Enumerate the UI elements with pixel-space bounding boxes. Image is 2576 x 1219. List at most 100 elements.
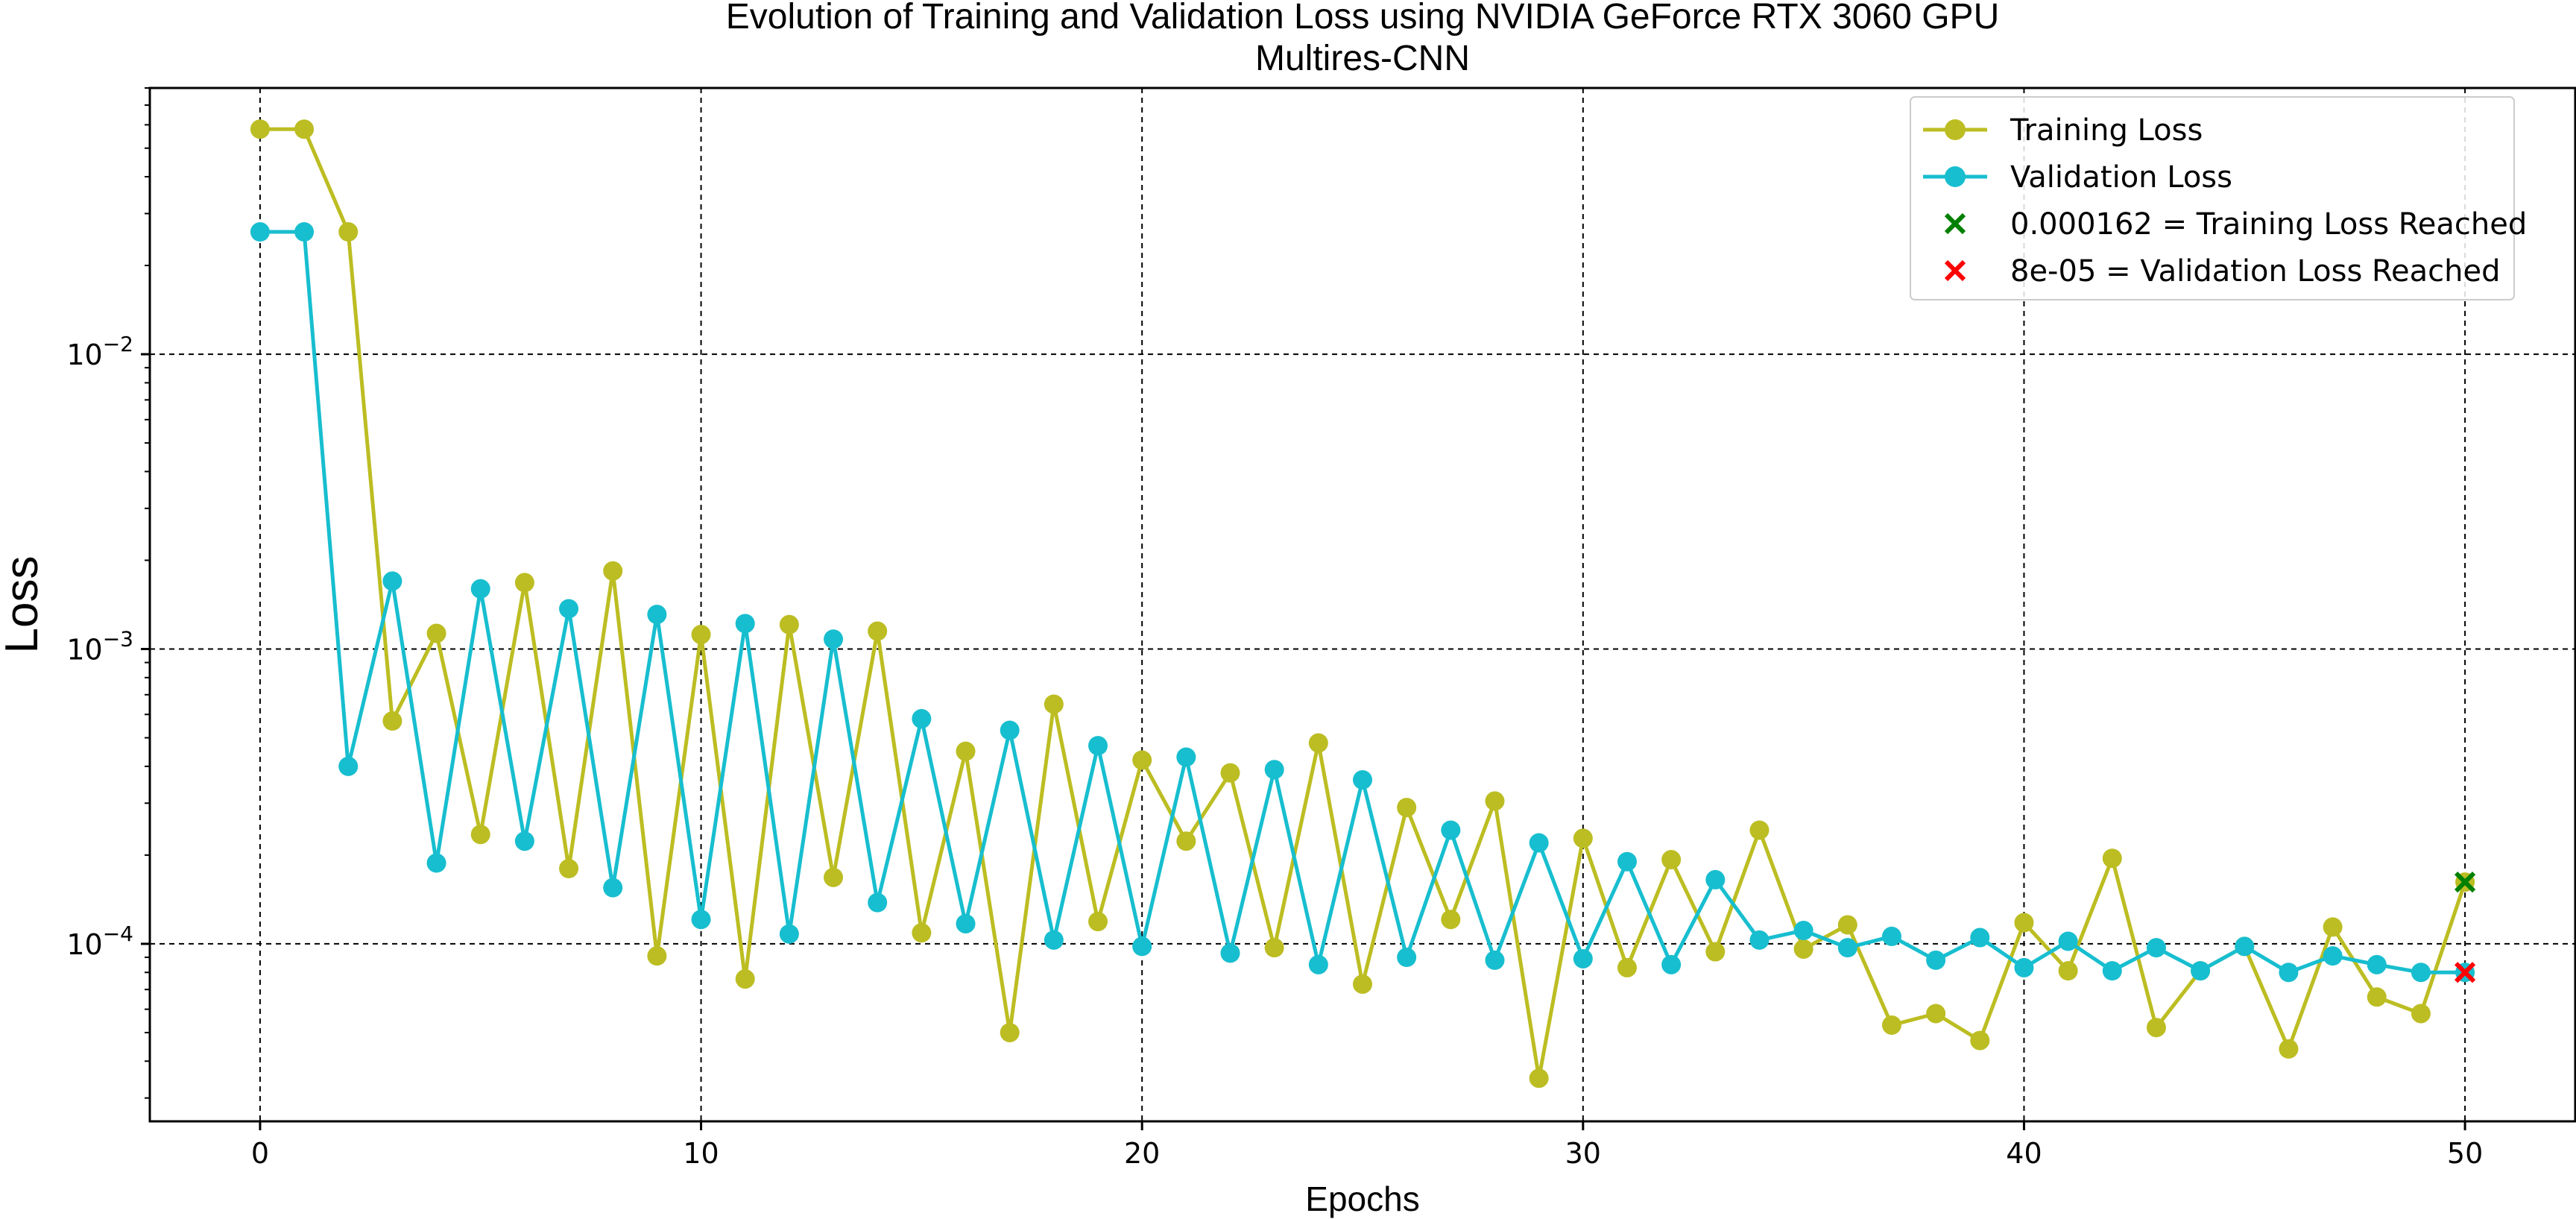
series-line-validation (259, 230, 2466, 974)
legend-entry-validation: Validation Loss (2010, 160, 2232, 195)
data-point-training (1749, 820, 1770, 840)
data-point-training (2411, 1004, 2431, 1024)
legend-x-training-reached (1944, 212, 1966, 235)
data-point-validation (2102, 961, 2122, 981)
data-point-validation (1441, 820, 1461, 840)
data-point-training (426, 623, 446, 643)
data-point-training (956, 741, 976, 761)
data-point-validation (514, 831, 534, 851)
data-point-training (1881, 1015, 1901, 1035)
marker-layer (2454, 871, 2476, 983)
data-point-validation (559, 599, 579, 619)
data-point-validation (2146, 938, 2166, 958)
data-point-training (382, 711, 402, 731)
data-point-validation (1485, 950, 1505, 970)
tick-layer: 0 10 20 30 40 50 10−2 10−3 10−4 (66, 87, 2483, 1170)
data-point-training (1308, 733, 1328, 753)
data-point-validation (2279, 963, 2299, 983)
x-tick-label: 40 (2006, 1137, 2042, 1170)
y-tick-label: 10−2 (66, 332, 133, 371)
data-point-training (1617, 957, 1637, 977)
data-point-training (1926, 1004, 1946, 1024)
data-point-validation (1573, 948, 1593, 968)
data-point-training (1044, 694, 1064, 714)
data-point-training (2323, 917, 2343, 937)
x-tick-label: 30 (1565, 1137, 1601, 1170)
data-point-validation (1397, 948, 1417, 968)
training-reached-marker-stroke (2454, 871, 2476, 893)
data-point-validation (1132, 936, 1152, 957)
x-tick-label: 20 (1124, 1137, 1160, 1170)
data-point-validation (691, 910, 711, 930)
data-point-training (912, 923, 932, 943)
data-point-validation (912, 709, 932, 729)
data-point-validation (2235, 936, 2255, 957)
data-point-training (559, 858, 579, 878)
data-point-training (1441, 910, 1461, 930)
validation-reached-marker-stroke (2454, 962, 2476, 983)
data-point-training (1529, 1068, 1549, 1089)
legend-swatch-x-training (1944, 212, 1966, 235)
y-axis-label: Loss (0, 556, 48, 654)
data-point-training (1397, 798, 1417, 818)
data-point-training (1264, 938, 1284, 958)
data-point-training (250, 119, 270, 139)
data-point-validation (2191, 961, 2211, 981)
data-point-validation (426, 853, 446, 873)
data-point-training (294, 119, 315, 139)
series-layer (250, 119, 2475, 1089)
data-point-validation (779, 924, 799, 944)
data-point-validation (1000, 720, 1020, 740)
data-point-training (779, 614, 799, 634)
x-axis-label: Epochs (1305, 1179, 1419, 1218)
data-point-training (1837, 915, 1857, 935)
data-point-validation (2323, 946, 2343, 966)
data-point-validation (1881, 926, 1901, 946)
data-point-validation (1529, 833, 1549, 853)
data-point-validation (1264, 760, 1284, 780)
data-point-training (647, 946, 667, 966)
data-point-validation (603, 878, 623, 898)
data-point-validation (1793, 921, 1813, 941)
data-point-training (2146, 1018, 2166, 1038)
data-point-training (1088, 912, 1108, 932)
data-point-validation (2058, 931, 2078, 951)
data-point-training (1220, 763, 1240, 783)
data-point-validation (868, 892, 888, 913)
legend-box (1910, 96, 2515, 300)
legend-entry-training-reached: 0.000162 = Training Loss Reached (2010, 207, 2527, 242)
data-point-training (2279, 1039, 2299, 1059)
legend-swatch-dot-validation (1945, 166, 1966, 187)
data-point-training (1485, 791, 1505, 811)
data-point-validation (338, 756, 359, 776)
data-point-validation (2014, 957, 2034, 977)
data-point-training (868, 621, 888, 641)
data-point-validation (1837, 938, 1857, 958)
data-point-validation (1308, 954, 1328, 974)
data-point-validation (1220, 943, 1240, 963)
data-point-validation (1705, 869, 1726, 889)
validation-reached-marker (2454, 962, 2476, 983)
data-point-training (1176, 831, 1196, 851)
plot-frame (148, 86, 2576, 1123)
legend-entry-training: Training Loss (2010, 113, 2203, 148)
data-point-training (2367, 987, 2387, 1007)
data-point-validation (470, 579, 490, 599)
y-tick-label: 10−4 (66, 922, 133, 961)
data-point-training (2058, 961, 2078, 981)
data-point-training (2102, 848, 2122, 869)
chart-subtitle: Multires-CNN (1255, 39, 1470, 78)
data-point-validation (382, 571, 402, 591)
x-tick-label: 50 (2447, 1137, 2483, 1170)
data-point-validation (1353, 769, 1372, 790)
data-point-training (1000, 1022, 1020, 1042)
legend-x-validation-reached (1944, 259, 1966, 282)
data-point-validation (2367, 954, 2387, 974)
data-point-training (470, 825, 490, 845)
data-point-validation (1661, 954, 1682, 974)
legend-entry-validation-reached: 8e-05 = Validation Loss Reached (2010, 254, 2500, 289)
data-point-validation (1176, 747, 1196, 767)
data-point-training (514, 573, 534, 593)
data-point-training (1573, 828, 1593, 848)
data-point-validation (1926, 950, 1946, 970)
